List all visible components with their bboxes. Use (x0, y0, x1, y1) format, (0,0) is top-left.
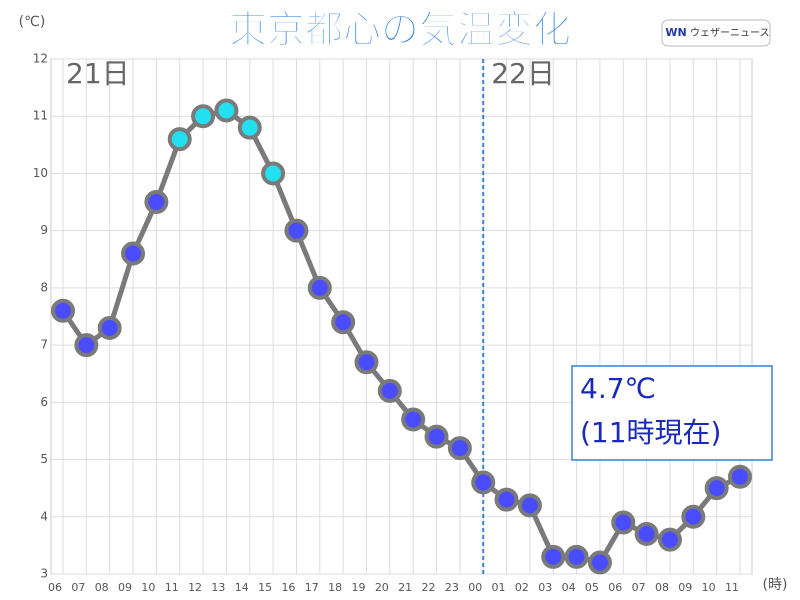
x-tick-label: 19 (351, 581, 365, 594)
y-tick-label: 8 (40, 280, 48, 294)
marker (424, 424, 449, 449)
x-tick-label: 14 (235, 581, 249, 594)
annotation-box (571, 365, 773, 461)
marker (634, 521, 659, 546)
marker (121, 241, 146, 266)
x-tick-label: 06 (608, 581, 622, 594)
plot-area (50, 58, 753, 575)
x-tick-label: 18 (328, 581, 342, 594)
marker (541, 544, 566, 569)
x-tick-label: 03 (538, 581, 552, 594)
annotation: (11時現在) (580, 416, 721, 449)
marker (401, 407, 426, 432)
marker (517, 493, 542, 518)
chart-title: 東京都心の気温変化 (229, 8, 571, 52)
logo-mark: WN (665, 26, 686, 39)
x-tick-label: 00 (468, 581, 482, 594)
y-tick-label: 4 (40, 509, 48, 523)
marker (587, 550, 612, 575)
marker (284, 218, 309, 243)
y-tick-label: 3 (40, 567, 48, 581)
marker (97, 315, 122, 340)
logo-box (661, 19, 771, 47)
x-tick-label: 21 (398, 581, 412, 594)
y-tick-label: 11 (33, 109, 48, 123)
marker (237, 115, 262, 140)
x-tick-label: 09 (118, 581, 132, 594)
x-tick-label: 07 (71, 581, 85, 594)
marker (657, 527, 682, 552)
marker (167, 127, 192, 152)
marker (377, 378, 402, 403)
x-tick-label: 11 (165, 581, 179, 594)
marker (494, 487, 519, 512)
marker (471, 470, 496, 495)
marker (704, 476, 729, 501)
y-tick-label: 12 (33, 52, 48, 66)
x-tick-label: 10 (141, 581, 155, 594)
x-tick-label: 11 (725, 581, 739, 594)
day-label: 21日 (66, 57, 130, 90)
marker (214, 98, 239, 123)
marker (144, 190, 169, 215)
x-tick-label: 09 (678, 581, 692, 594)
marker (307, 275, 332, 300)
marker (728, 464, 752, 489)
x-unit: (時) (763, 577, 788, 593)
x-tick-label: 15 (258, 581, 272, 594)
x-tick-label: 05 (585, 581, 599, 594)
marker (331, 310, 356, 335)
x-tick-label: 06 (48, 581, 62, 594)
x-tick-label: 08 (655, 581, 669, 594)
marker (681, 504, 706, 529)
y-tick-label: 6 (40, 395, 48, 409)
annotation: 4.7℃ (580, 372, 656, 405)
x-tick-label: 12 (188, 581, 202, 594)
x-tick-label: 04 (562, 581, 576, 594)
x-tick-label: 10 (702, 581, 716, 594)
marker (354, 350, 379, 375)
x-tick-label: 08 (95, 581, 109, 594)
x-tick-label: 02 (515, 581, 529, 594)
y-tick-label: 7 (40, 338, 48, 352)
x-tick-label: 16 (281, 581, 295, 594)
y-tick-label: 10 (33, 166, 48, 180)
x-tick-label: 23 (445, 581, 459, 594)
marker (191, 104, 216, 129)
day-label: 22日 (491, 57, 555, 90)
y-unit: (℃) (19, 14, 46, 30)
x-tick-label: 20 (375, 581, 389, 594)
marker (447, 436, 472, 461)
x-tick-label: 17 (305, 581, 319, 594)
x-tick-label: 22 (422, 581, 436, 594)
marker (261, 161, 286, 186)
x-tick-label: 01 (492, 581, 506, 594)
marker (74, 333, 99, 358)
x-tick-label: 13 (211, 581, 225, 594)
logo-text: ウェザーニュース (690, 27, 770, 39)
marker (564, 544, 589, 569)
y-tick-label: 5 (40, 452, 48, 466)
marker (611, 510, 636, 535)
marker (51, 298, 75, 323)
x-tick-label: 07 (632, 581, 646, 594)
y-tick-label: 9 (40, 223, 48, 237)
